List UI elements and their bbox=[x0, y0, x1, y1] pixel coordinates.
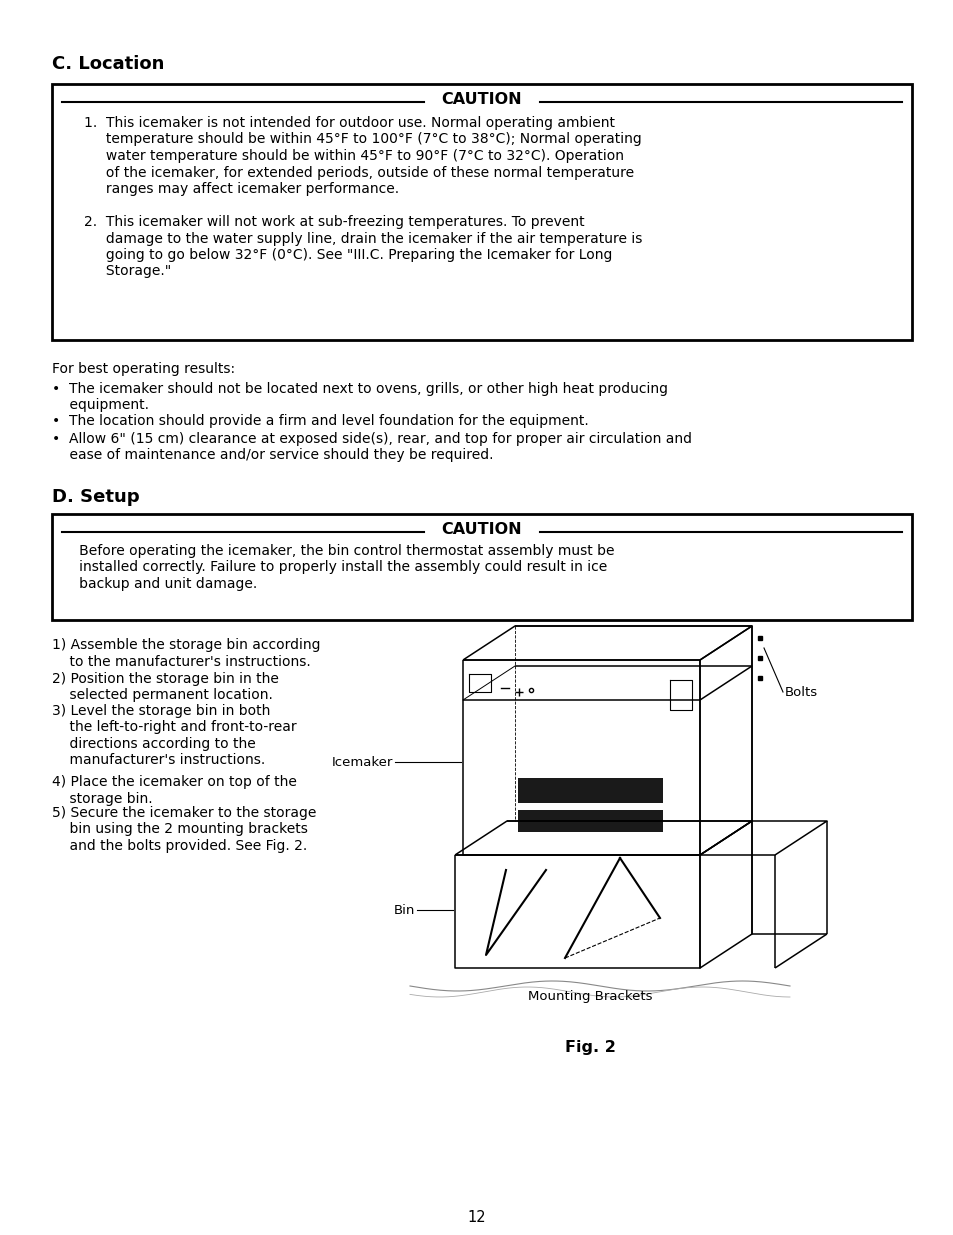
Text: bin using the 2 mounting brackets: bin using the 2 mounting brackets bbox=[52, 823, 308, 836]
Text: Fig. 2: Fig. 2 bbox=[564, 1040, 615, 1055]
Text: 5) Secure the icemaker to the storage: 5) Secure the icemaker to the storage bbox=[52, 806, 316, 820]
Text: the left-to-right and front-to-rear: the left-to-right and front-to-rear bbox=[52, 720, 296, 735]
Text: temperature should be within 45°F to 100°F (7°C to 38°C); Normal operating: temperature should be within 45°F to 100… bbox=[84, 132, 641, 147]
Text: ease of maintenance and/or service should they be required.: ease of maintenance and/or service shoul… bbox=[52, 448, 493, 462]
Text: Storage.": Storage." bbox=[84, 264, 172, 279]
Text: CAUTION: CAUTION bbox=[441, 91, 521, 107]
Text: 1.  This icemaker is not intended for outdoor use. Normal operating ambient: 1. This icemaker is not intended for out… bbox=[84, 116, 615, 130]
Text: installed correctly. Failure to properly install the assembly could result in ic: installed correctly. Failure to properly… bbox=[66, 561, 607, 574]
Text: •  The location should provide a firm and level foundation for the equipment.: • The location should provide a firm and… bbox=[52, 414, 588, 429]
Text: •  Allow 6" (15 cm) clearance at exposed side(s), rear, and top for proper air c: • Allow 6" (15 cm) clearance at exposed … bbox=[52, 432, 691, 446]
Bar bbox=[52, 514, 911, 620]
Text: 1) Assemble the storage bin according: 1) Assemble the storage bin according bbox=[52, 638, 320, 652]
Text: 2.  This icemaker will not work at sub-freezing temperatures. To prevent: 2. This icemaker will not work at sub-fr… bbox=[84, 215, 584, 228]
Text: CAUTION: CAUTION bbox=[441, 522, 521, 537]
Text: to the manufacturer's instructions.: to the manufacturer's instructions. bbox=[52, 655, 311, 668]
Text: Bin: Bin bbox=[394, 904, 415, 916]
Text: equipment.: equipment. bbox=[52, 399, 149, 412]
Text: backup and unit damage.: backup and unit damage. bbox=[66, 577, 257, 592]
Text: damage to the water supply line, drain the icemaker if the air temperature is: damage to the water supply line, drain t… bbox=[84, 231, 641, 246]
Text: Mounting Brackets: Mounting Brackets bbox=[527, 990, 652, 1003]
Text: storage bin.: storage bin. bbox=[52, 792, 152, 805]
Text: •  The icemaker should not be located next to ovens, grills, or other high heat : • The icemaker should not be located nex… bbox=[52, 382, 667, 396]
Text: going to go below 32°F (0°C). See "III.C. Preparing the Icemaker for Long: going to go below 32°F (0°C). See "III.C… bbox=[84, 248, 612, 262]
Text: Icemaker: Icemaker bbox=[332, 756, 393, 768]
Text: D. Setup: D. Setup bbox=[52, 488, 139, 506]
Text: 3) Level the storage bin in both: 3) Level the storage bin in both bbox=[52, 704, 270, 718]
Text: 4) Place the icemaker on top of the: 4) Place the icemaker on top of the bbox=[52, 776, 296, 789]
Bar bbox=[517, 778, 662, 803]
Text: Before operating the icemaker, the bin control thermostat assembly must be: Before operating the icemaker, the bin c… bbox=[66, 543, 614, 558]
Text: C. Location: C. Location bbox=[52, 56, 164, 73]
Text: directions according to the: directions according to the bbox=[52, 737, 255, 751]
Text: Bolts: Bolts bbox=[784, 685, 818, 699]
Text: manufacturer's instructions.: manufacturer's instructions. bbox=[52, 753, 265, 767]
Text: For best operating results:: For best operating results: bbox=[52, 362, 234, 375]
Text: 2) Position the storage bin in the: 2) Position the storage bin in the bbox=[52, 672, 278, 685]
Text: of the icemaker, for extended periods, outside of these normal temperature: of the icemaker, for extended periods, o… bbox=[84, 165, 634, 179]
Text: 12: 12 bbox=[467, 1210, 486, 1225]
Text: and the bolts provided. See Fig. 2.: and the bolts provided. See Fig. 2. bbox=[52, 839, 307, 853]
Bar bbox=[517, 810, 662, 832]
Bar bbox=[52, 84, 911, 340]
Text: water temperature should be within 45°F to 90°F (7°C to 32°C). Operation: water temperature should be within 45°F … bbox=[84, 149, 623, 163]
Text: selected permanent location.: selected permanent location. bbox=[52, 688, 273, 703]
Text: ranges may affect icemaker performance.: ranges may affect icemaker performance. bbox=[84, 182, 398, 196]
